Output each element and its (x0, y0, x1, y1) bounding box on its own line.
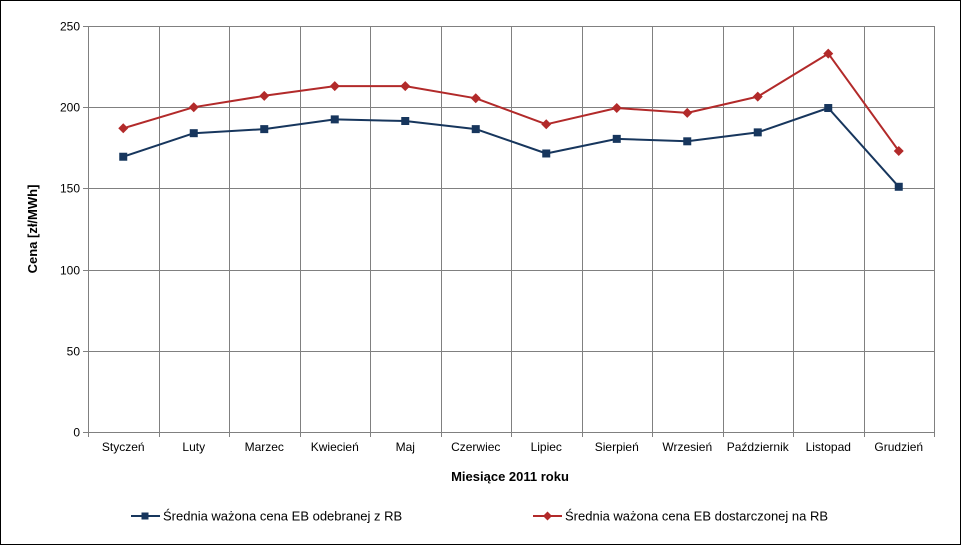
x-tick-label: Marzec (245, 440, 284, 454)
data-point-series-2 (470, 93, 481, 104)
legend-item-series-1: Średnia ważona cena EB odebranej z RB (131, 509, 402, 524)
data-point-series-2 (329, 81, 340, 92)
data-point-series-2 (188, 102, 199, 113)
y-tick-label: 150 (60, 182, 80, 196)
data-point-series-2 (823, 48, 834, 59)
legend-marker-series-1 (141, 512, 149, 520)
x-tick-label: Listopad (806, 440, 851, 454)
y-tick-label: 0 (73, 426, 80, 440)
data-point-series-1 (401, 117, 410, 126)
label-layer: 0 50 100 150 200 250 Styczeń Luty Marzec Kwiecień… (60, 20, 923, 455)
series-line-2 (123, 52, 900, 152)
data-point-series-2 (682, 107, 693, 118)
legend-marker-series-2 (543, 511, 552, 521)
x-tick-label: Maj (396, 440, 415, 454)
x-tick-label: Czerwiec (451, 440, 500, 454)
data-point-series-2 (259, 90, 270, 101)
x-tick-label: Wrzesień (662, 440, 712, 454)
data-point-series-2 (118, 123, 129, 134)
data-point-series-1 (824, 104, 833, 113)
y-tick-label: 50 (67, 345, 81, 359)
data-point-series-1 (189, 129, 198, 138)
axis-layer (83, 26, 935, 437)
data-point-series-1 (894, 182, 903, 191)
series-layer (118, 48, 904, 191)
data-point-series-1 (683, 137, 692, 146)
legend-label-series-2: Średnia ważona cena EB dostarczonej na R… (565, 509, 828, 524)
y-tick-label: 100 (60, 264, 80, 278)
x-tick-label: Kwiecień (311, 440, 359, 454)
x-axis-title: Miesiące 2011 roku (451, 469, 569, 484)
x-tick-label: Lipiec (531, 440, 562, 454)
data-point-series-1 (471, 125, 480, 134)
data-point-series-1 (330, 115, 339, 124)
x-tick-label: Październik (727, 440, 790, 454)
legend-item-series-2: Średnia ważona cena EB dostarczonej na R… (533, 509, 828, 524)
x-tick-label: Luty (182, 440, 205, 454)
y-tick-label: 250 (60, 20, 80, 34)
data-point-series-1 (260, 125, 269, 134)
y-axis-title: Cena [zł/MWh] (25, 185, 40, 274)
series-line-1 (122, 107, 900, 188)
data-point-series-1 (542, 149, 551, 158)
data-point-series-2 (611, 103, 622, 114)
data-point-series-2 (893, 146, 904, 157)
y-tick-label: 200 (60, 101, 80, 115)
data-point-series-2 (400, 81, 411, 92)
grid-layer (88, 26, 934, 432)
data-point-series-2 (752, 91, 763, 102)
data-point-series-1 (612, 134, 621, 143)
data-point-series-2 (541, 119, 552, 130)
data-point-series-1 (119, 152, 128, 161)
x-tick-label: Styczeń (102, 440, 145, 454)
x-tick-label: Sierpień (595, 440, 639, 454)
legend-label-series-1: Średnia ważona cena EB odebranej z RB (163, 509, 402, 524)
legend: Średnia ważona cena EB odebranej z RB Śr… (131, 509, 828, 524)
data-point-series-1 (753, 128, 762, 137)
x-tick-label: Grudzień (874, 440, 923, 454)
